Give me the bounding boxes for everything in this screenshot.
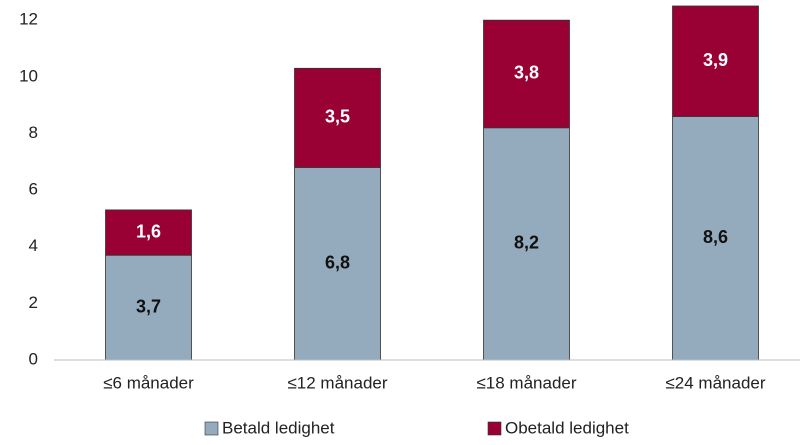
legend-swatch — [487, 421, 502, 436]
x-tick-label: ≤24 månader — [665, 373, 765, 392]
bar-segment — [672, 5, 759, 117]
x-tick-label: ≤12 månader — [287, 373, 387, 392]
bar-segment — [483, 127, 570, 361]
bar-segment — [672, 116, 759, 361]
bar-segment — [105, 209, 192, 256]
y-tick-label: 12 — [19, 10, 38, 29]
y-tick-label: 10 — [19, 66, 38, 85]
y-tick-label: 4 — [29, 236, 38, 255]
value-label: 1,6 — [136, 221, 161, 241]
y-tick-label: 0 — [29, 349, 38, 368]
value-label: 8,6 — [703, 227, 728, 247]
x-tick-label: ≤18 månader — [476, 373, 576, 392]
bar-segment — [483, 19, 570, 129]
value-label: 3,5 — [325, 107, 350, 127]
bar-segment — [294, 67, 381, 168]
value-label: 6,8 — [325, 252, 350, 272]
legend-label: Obetald ledighet — [505, 418, 629, 437]
value-label: 3,8 — [514, 63, 539, 83]
x-tick-label: ≤6 månader — [103, 373, 194, 392]
value-label: 3,7 — [136, 296, 161, 316]
y-tick-label: 6 — [29, 180, 38, 199]
legend-swatch — [204, 421, 219, 436]
bar-segment — [105, 254, 192, 361]
value-label: 8,2 — [514, 233, 539, 253]
y-tick-label: 2 — [29, 293, 38, 312]
legend-label: Betald ledighet — [222, 418, 335, 437]
value-label: 3,9 — [703, 50, 728, 70]
y-tick-label: 8 — [29, 123, 38, 142]
